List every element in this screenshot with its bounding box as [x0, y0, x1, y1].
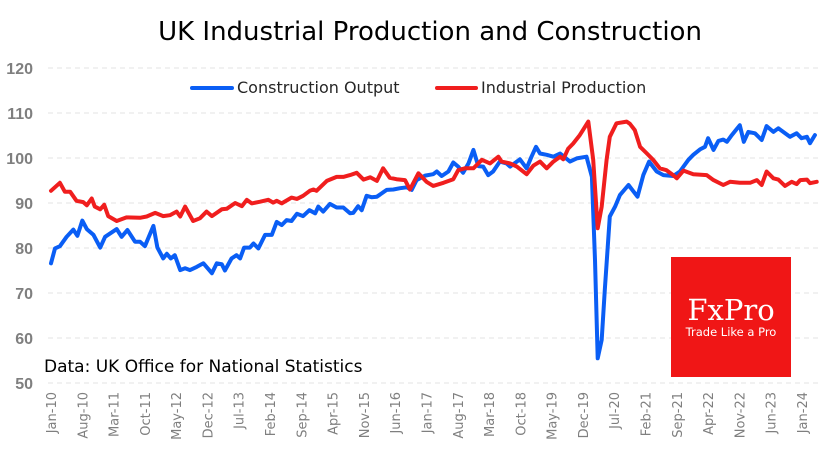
y-tick-label: 110	[7, 106, 33, 123]
x-tick-label: May-12	[170, 392, 185, 440]
legend-item-industrial-production: Industrial Production	[435, 78, 646, 97]
x-tick-label: Mar-11	[108, 392, 123, 437]
x-tick-label: Jan-10	[45, 392, 60, 434]
x-tick-label: Mar-18	[483, 392, 498, 437]
fxpro-logo: FxPro Trade Like a Pro	[671, 257, 791, 377]
x-tick-label: Nov-22	[733, 392, 748, 438]
gridlines	[48, 67, 822, 384]
y-tick-label: 120	[6, 61, 33, 78]
source-annotation: Data: UK Office for National Statistics	[44, 357, 363, 377]
y-axis-ticks: 50 60 70 80 90 100 110 120	[6, 61, 33, 393]
x-tick-label: Apr-22	[702, 392, 717, 435]
x-tick-label: Jun-23	[765, 392, 780, 435]
x-tick-label: Feb-14	[264, 392, 279, 436]
series-line-construction-output	[49, 123, 817, 361]
legend-item-construction-output: Construction Output	[190, 78, 400, 97]
series-line-industrial-production	[49, 119, 819, 231]
x-tick-label: Jul-20	[608, 392, 623, 430]
x-tick-label: Nov-15	[358, 392, 373, 438]
x-tick-label: Sep-21	[671, 392, 686, 438]
y-tick-label: 100	[6, 151, 33, 168]
x-tick-label: Oct-18	[514, 392, 529, 436]
y-tick-label: 80	[15, 241, 33, 258]
logo-brand: FxPro	[687, 293, 774, 327]
x-tick-label: Sep-14	[295, 392, 310, 438]
x-tick-label: Oct-11	[139, 392, 154, 436]
x-tick-label: Jul-13	[233, 392, 248, 430]
y-tick-label: 70	[15, 286, 33, 303]
chart-title: UK Industrial Production and Constructio…	[158, 17, 702, 47]
legend-label-industrial: Industrial Production	[481, 78, 646, 97]
series-lines	[49, 119, 819, 361]
logo-tagline: Trade Like a Pro	[685, 325, 777, 339]
y-tick-label: 60	[15, 331, 33, 348]
y-tick-label: 90	[15, 196, 33, 213]
x-tick-label: Aug-17	[452, 392, 467, 439]
legend-label-construction: Construction Output	[237, 78, 400, 97]
x-tick-label: Jun-16	[389, 392, 404, 435]
x-tick-label: Jan-17	[420, 392, 435, 434]
x-tick-label: Jan-24	[796, 392, 811, 434]
x-tick-label: Apr-15	[327, 392, 342, 435]
x-tick-label: May-19	[546, 392, 561, 440]
legend: Construction Output Industrial Productio…	[190, 78, 646, 97]
logo-background	[671, 257, 791, 377]
x-tick-label: Feb-21	[640, 392, 655, 436]
x-axis-ticks: Jan-10 Aug-10 Mar-11 Oct-11 May-12 Dec-12 Jul-…	[45, 392, 811, 440]
x-tick-label: Aug-10	[76, 392, 91, 439]
x-tick-label: Dec-12	[201, 392, 216, 438]
x-tick-label: Dec-19	[577, 392, 592, 438]
y-tick-label: 50	[15, 376, 33, 393]
